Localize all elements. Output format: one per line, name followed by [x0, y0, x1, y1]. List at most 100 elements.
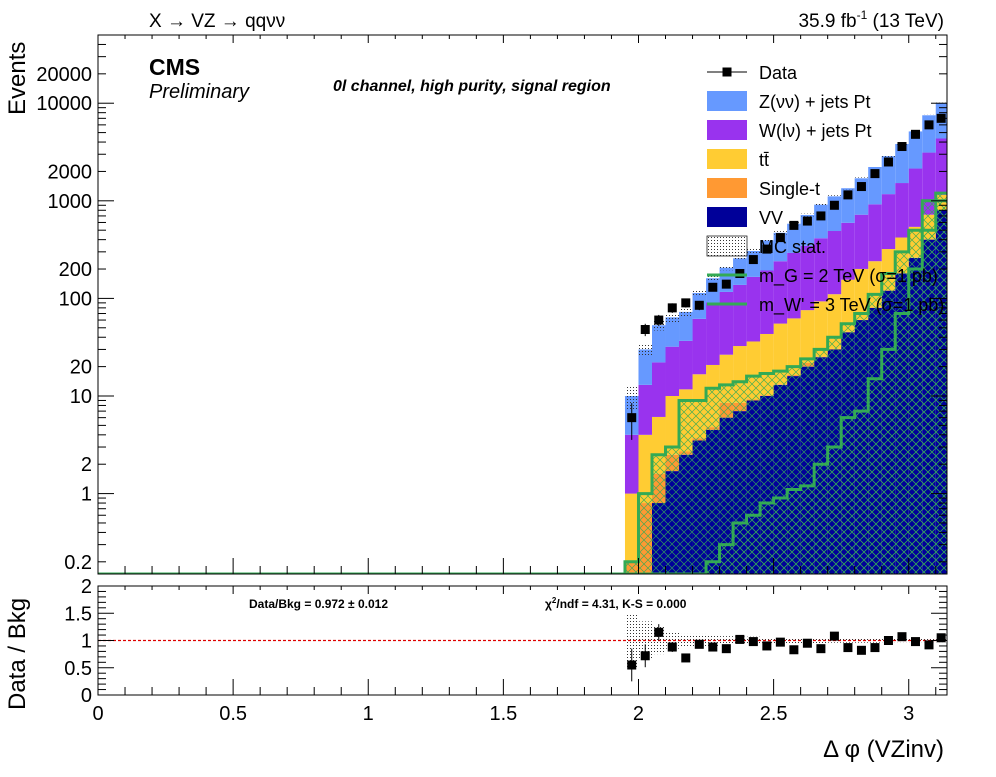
mc-stat-bin-14 [814, 203, 828, 205]
mc-stat-bin-1 [638, 343, 652, 356]
x-tick-label: 1.5 [489, 703, 517, 725]
preliminary-label: Preliminary [149, 81, 250, 103]
ratio-point [816, 644, 825, 653]
data-point [830, 201, 839, 210]
data-point [695, 301, 704, 310]
bar-wln-bin-20 [895, 183, 909, 237]
ratio-y-tick-label: 2 [81, 576, 92, 598]
ratio-y-tick-label: 1 [81, 631, 92, 653]
y-tick-label: 2000 [48, 161, 93, 183]
bar-wln-bin-17 [855, 215, 869, 269]
data-point [627, 413, 636, 422]
bar-wln-bin-18 [868, 204, 882, 261]
legend-swatch [707, 207, 747, 227]
ratio-point [722, 644, 731, 653]
ratio-point [843, 643, 852, 652]
bar-wln-bin-5 [693, 319, 707, 374]
lumi-exponent: -1 [857, 8, 868, 22]
data-point [654, 316, 663, 325]
data-point [870, 169, 879, 178]
chi2-values: /ndf = 4.31, K-S = 0.000 [556, 597, 686, 611]
energy-label: (13 TeV) [873, 11, 944, 32]
ratio-point [668, 643, 677, 652]
data-point [897, 142, 906, 151]
ratio-point [857, 646, 866, 655]
data-point [668, 303, 677, 312]
data-point [789, 221, 798, 230]
data-point [911, 130, 920, 139]
bar-znn-bin-14 [814, 205, 828, 239]
ratio-point [925, 640, 934, 649]
bar-wln-bin-2 [652, 362, 666, 417]
y-tick-label: 1000 [48, 191, 93, 213]
data-point [708, 283, 717, 292]
ratio-band-bin-7 [720, 636, 734, 645]
ratio-point [708, 643, 717, 652]
data-point [843, 190, 852, 199]
bar-wln-bin-6 [706, 302, 720, 364]
data-point [884, 157, 893, 166]
mc-stat-bin-13 [801, 214, 815, 217]
mc-stat-bin-16 [841, 187, 855, 189]
bar-wln-bin-19 [882, 194, 896, 249]
ratio-y-tick-label: 0.5 [64, 658, 92, 680]
ratio-point [641, 651, 650, 660]
x-tick-label: 2 [633, 703, 644, 725]
y-tick-label: 10 [70, 386, 92, 408]
mc-stat-bin-3 [666, 313, 680, 322]
y-tick-label: 200 [59, 259, 92, 281]
chi2-label: χ2/ndf = 4.31, K-S = 0.000 [545, 596, 687, 611]
bar-wln-bin-4 [679, 341, 693, 389]
y-tick-label: 20000 [36, 64, 92, 86]
data-point [749, 255, 758, 264]
bar-wln-bin-7 [720, 292, 734, 355]
legend-swatch [707, 178, 747, 198]
x-tick-label: 3 [903, 703, 914, 725]
bar-wln-bin-1 [638, 385, 652, 435]
ratio-point [803, 639, 812, 648]
bar-wln-bin-23 [936, 138, 947, 194]
bar-wln-bin-8 [733, 285, 747, 346]
legend-swatch [707, 91, 747, 111]
data-point [857, 182, 866, 191]
ratio-y-tick-label: 1.5 [64, 603, 92, 625]
x-tick-label: 0 [92, 703, 103, 725]
bar-wln-bin-21 [909, 169, 923, 227]
legend-label: Data [759, 63, 798, 83]
y-tick-label: 2 [81, 454, 92, 476]
data-point [641, 325, 650, 334]
ratio-point [911, 637, 920, 646]
mc-stat-bin-22 [922, 115, 936, 116]
bar-wln-bin-0 [625, 435, 639, 494]
legend-label: tt̄ [759, 150, 769, 170]
legend-label: Z(νν) + jets Pt [759, 92, 871, 112]
mc-stat-bin-8 [733, 256, 747, 260]
lumi-value: 35.9 fb [798, 11, 856, 32]
legend-label: VV [759, 208, 783, 228]
mc-stat-bin-4 [679, 308, 693, 316]
data-point [803, 217, 812, 226]
legend-label: MC stat. [759, 237, 826, 257]
y-tick-label: 0.2 [64, 552, 92, 574]
ratio-point [789, 645, 798, 654]
ratio-y-axis-label: Data / Bkg [4, 598, 31, 710]
ratio-point [749, 637, 758, 646]
data-bkg-label: Data/Bkg = 0.972 ± 0.012 [249, 597, 388, 611]
ratio-y-tick-label: 0 [81, 685, 92, 707]
mc-stat-bin-17 [855, 177, 869, 179]
ratio-point [654, 628, 663, 637]
legend-swatch [707, 149, 747, 169]
main-y-axis-label: Events [4, 42, 31, 115]
ratio-point [870, 643, 879, 652]
legend-swatch [707, 120, 747, 140]
x-axis-label: Δ φ (VZinv) [823, 736, 944, 763]
mc-stat-bin-5 [693, 290, 707, 297]
legend-label: m_G = 2 TeV (σ=1 pb) [759, 266, 938, 287]
cms-label: CMS [149, 54, 200, 80]
x-tick-label: 1 [363, 703, 374, 725]
mc-stat-bin-19 [882, 155, 896, 156]
mc-stat-bin-15 [828, 195, 842, 197]
legend-label: m_W' = 3 TeV (σ=1 pb) [759, 295, 944, 316]
